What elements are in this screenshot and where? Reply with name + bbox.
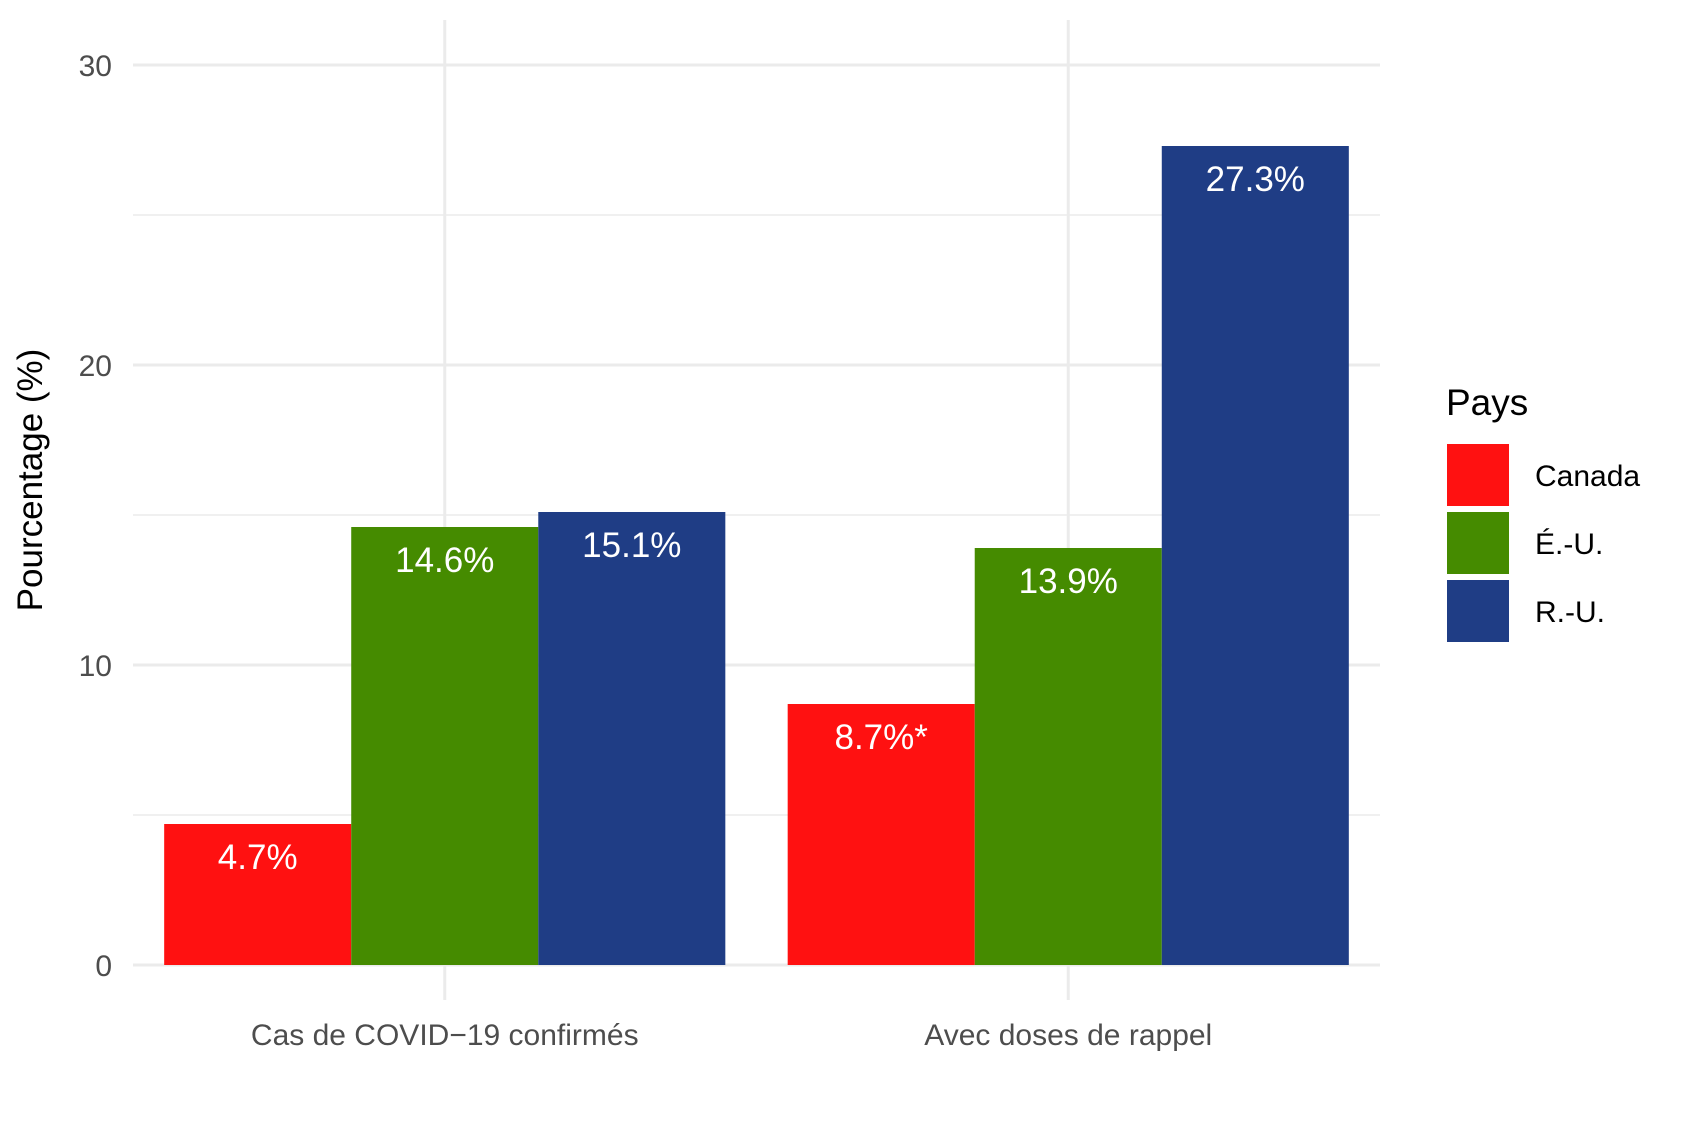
bar (351, 527, 539, 965)
bar-data-label: 8.7%* (834, 718, 928, 757)
legend: Pays Canada É.-U. R.-U. (1446, 382, 1640, 642)
x-tick-label: Avec doses de rappel (924, 1019, 1212, 1052)
y-tick-label: 20 (79, 350, 112, 383)
legend-swatch (1447, 444, 1509, 506)
x-tick-label: Cas de COVID−19 confirmés (251, 1019, 639, 1052)
data-labels: 4.7% 14.6% 15.1% 8.7%* 13.9% 27.3% (218, 160, 1305, 877)
bar-data-label: 13.9% (1019, 562, 1118, 601)
bar (1161, 146, 1349, 965)
bar (974, 548, 1162, 965)
bars (164, 146, 1349, 965)
legend-items: Canada É.-U. R.-U. (1447, 444, 1640, 642)
legend-swatch (1447, 580, 1509, 642)
bar-data-label: 27.3% (1206, 160, 1305, 199)
bar-data-label: 14.6% (395, 541, 494, 580)
bar (164, 824, 352, 965)
legend-title: Pays (1446, 382, 1528, 423)
bar (787, 704, 975, 965)
y-tick-label: 30 (79, 50, 112, 83)
x-axis-ticks: Cas de COVID−19 confirmés Avec doses de r… (251, 1019, 1212, 1052)
legend-label: Canada (1535, 460, 1640, 493)
bar-data-label: 15.1% (582, 526, 681, 565)
y-axis-ticks: 0 10 20 30 (79, 50, 112, 983)
legend-swatch (1447, 512, 1509, 574)
y-tick-label: 0 (95, 950, 112, 983)
legend-label: É.-U. (1535, 528, 1603, 561)
y-tick-label: 10 (79, 650, 112, 683)
y-axis-title: Pourcentage (%) (11, 349, 50, 612)
bar-data-label: 4.7% (218, 838, 298, 877)
bar (538, 512, 726, 965)
legend-label: R.-U. (1535, 596, 1605, 629)
